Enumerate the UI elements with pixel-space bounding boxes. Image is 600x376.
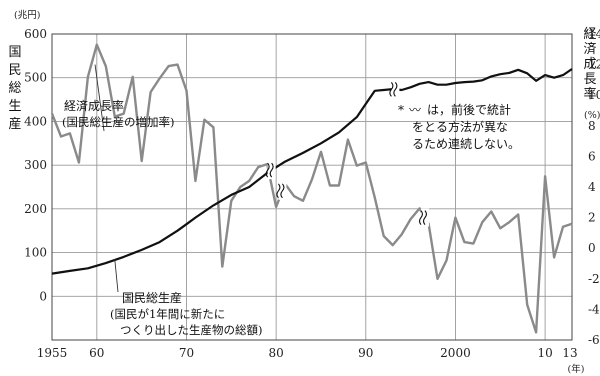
right-tick-label: 12 [588, 58, 600, 72]
break-mark-icon [265, 162, 270, 178]
left-axis-title-char: 国 [8, 45, 21, 60]
x-tick-label: 70 [179, 346, 194, 360]
footnote-break-symbol: 〰 [409, 103, 421, 117]
right-axis-title-char: 成 [583, 57, 596, 72]
growth-rate-series-label: 経済成長率 [64, 98, 124, 113]
growth-rate-leader-line [94, 64, 105, 132]
gnp-series-note-line-2: つくり出した生産物の総額) [120, 323, 263, 337]
right-tick-label: 2 [588, 211, 596, 225]
gnp-series-note-line-1: (国民が1年間に新たに [110, 307, 225, 321]
right-axis-title: 経済成長率 [583, 27, 596, 102]
x-tick-label: 2000 [440, 346, 471, 360]
left-axis-ticks: 0 100 200 300 400 500 600 [24, 27, 47, 303]
x-tick-label: 10 [537, 346, 552, 360]
x-tick-label: 13 [562, 346, 577, 360]
x-tick-label: 60 [89, 346, 104, 360]
right-tick-label: 4 [588, 180, 596, 194]
footnote-line-3: るため連続しない。 [412, 137, 520, 151]
series-line-gnp [51, 68, 573, 275]
right-tick-label: 10 [588, 88, 600, 102]
left-axis-title-char: 民 [8, 63, 21, 78]
right-tick-label: 0 [588, 241, 596, 255]
left-tick-label: 200 [24, 202, 47, 216]
footnote-line-2: をとる方法が異な [412, 119, 508, 134]
right-tick-label: 6 [588, 149, 596, 163]
right-tick-label: 14 [588, 27, 600, 41]
right-tick-label: -2 [588, 272, 600, 286]
left-tick-label: 500 [24, 71, 47, 85]
gnp-series-label: 国民総生産 [122, 290, 182, 305]
x-tick-label: 90 [358, 346, 373, 360]
right-axis-title-char: 長 [583, 72, 596, 87]
x-tick-label: 80 [268, 346, 283, 360]
left-axis-title-char: 総 [8, 81, 21, 96]
annotations: 経済成長率 (国民総生産の増加率) 国民総生産 (国民が1年間に新たに つくり出… [62, 64, 520, 337]
left-tick-label: 100 [24, 246, 47, 260]
right-axis-title-char: 済 [583, 41, 596, 57]
left-axis-unit: (兆円) [14, 10, 40, 21]
right-tick-label: -6 [588, 333, 600, 347]
right-axis-title-char: 率 [583, 86, 596, 102]
x-tick-label: 1955 [37, 346, 68, 360]
left-tick-label: 300 [24, 158, 47, 172]
break-mark-icon [280, 183, 285, 199]
series-break-marks [265, 80, 429, 227]
growth-rate-series-note: (国民総生産の増加率) [62, 115, 174, 129]
footnote-asterisk: * [398, 103, 404, 117]
right-axis-title-char: 経 [583, 27, 596, 42]
right-tick-label: 8 [588, 119, 596, 133]
left-tick-label: 400 [24, 114, 47, 128]
break-mark-icon [418, 210, 424, 225]
series-line-growth-rate [50, 43, 573, 334]
x-axis-ticks: 1955 60 70 80 90 2000 10 13 [37, 346, 578, 360]
right-tick-label: -4 [588, 302, 600, 316]
break-mark-icon [393, 81, 398, 97]
break-mark-icon [389, 81, 394, 97]
x-axis-unit: (年) [568, 363, 585, 375]
break-mark-icon [269, 162, 274, 178]
right-axis-ticks: -6 -4 -2 0 2 4 6 8 10 12 14 [588, 27, 600, 347]
break-mark-icon [276, 183, 281, 199]
footnote-line-1: は，前後で統計 [427, 102, 511, 117]
break-mark-icon [422, 210, 428, 225]
left-tick-label: 600 [24, 27, 47, 41]
left-axis-title: 国民総生産 [8, 45, 21, 132]
left-tick-label: 0 [39, 289, 47, 303]
left-axis-title-char: 生 [8, 99, 21, 114]
left-axis-title-char: 産 [8, 116, 21, 132]
right-axis-unit: (%) [584, 110, 600, 121]
plot-frame [51, 33, 573, 341]
discontinuity-footnote: * 〰 は，前後で統計 をとる方法が異な るため連続しない。 [398, 102, 520, 151]
gnp-leader-line [114, 259, 119, 293]
